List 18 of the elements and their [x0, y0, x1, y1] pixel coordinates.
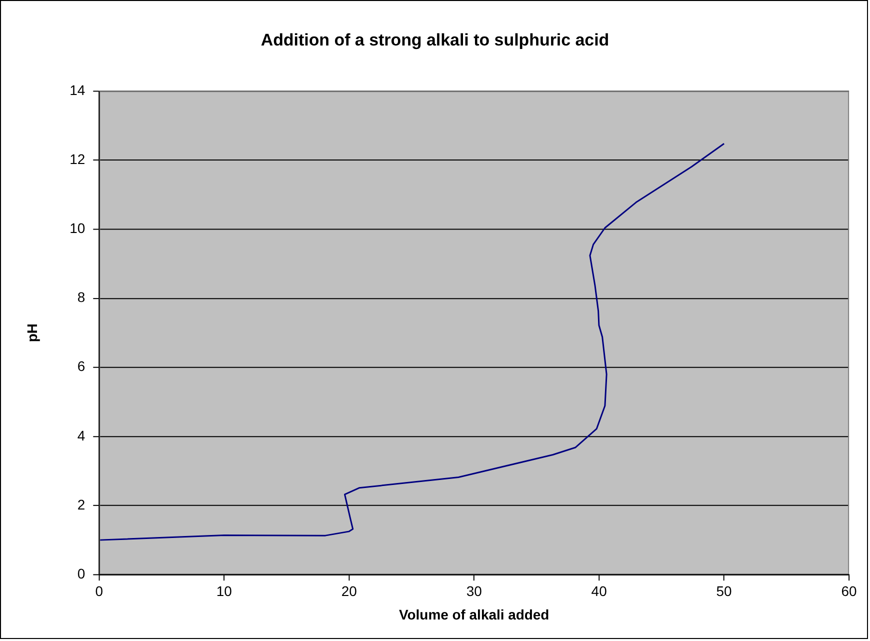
- y-tick-label: 8: [77, 289, 86, 306]
- x-axis-title: Volume of alkali added: [398, 606, 550, 623]
- y-tick-label: 4: [77, 427, 86, 444]
- x-tick-label: 40: [591, 582, 608, 599]
- chart-title: Addition of a strong alkali to sulphuric acid: [260, 30, 610, 50]
- y-tick-label: 14: [70, 82, 86, 98]
- x-tick-label: 30: [466, 582, 482, 599]
- y-tick-label: 12: [70, 151, 86, 168]
- x-tick-label: 0: [95, 582, 104, 599]
- x-tick-label: 10: [216, 582, 232, 599]
- x-tick-label: 60: [841, 582, 858, 599]
- x-tick-label: 50: [716, 582, 732, 599]
- y-axis-title: pH: [24, 324, 40, 342]
- x-tick-label: 20: [341, 582, 358, 599]
- y-tick-label: 2: [77, 496, 86, 512]
- y-tick-label: 6: [77, 358, 86, 374]
- y-tick-label: 10: [70, 220, 86, 236]
- y-tick-label: 0: [77, 565, 86, 582]
